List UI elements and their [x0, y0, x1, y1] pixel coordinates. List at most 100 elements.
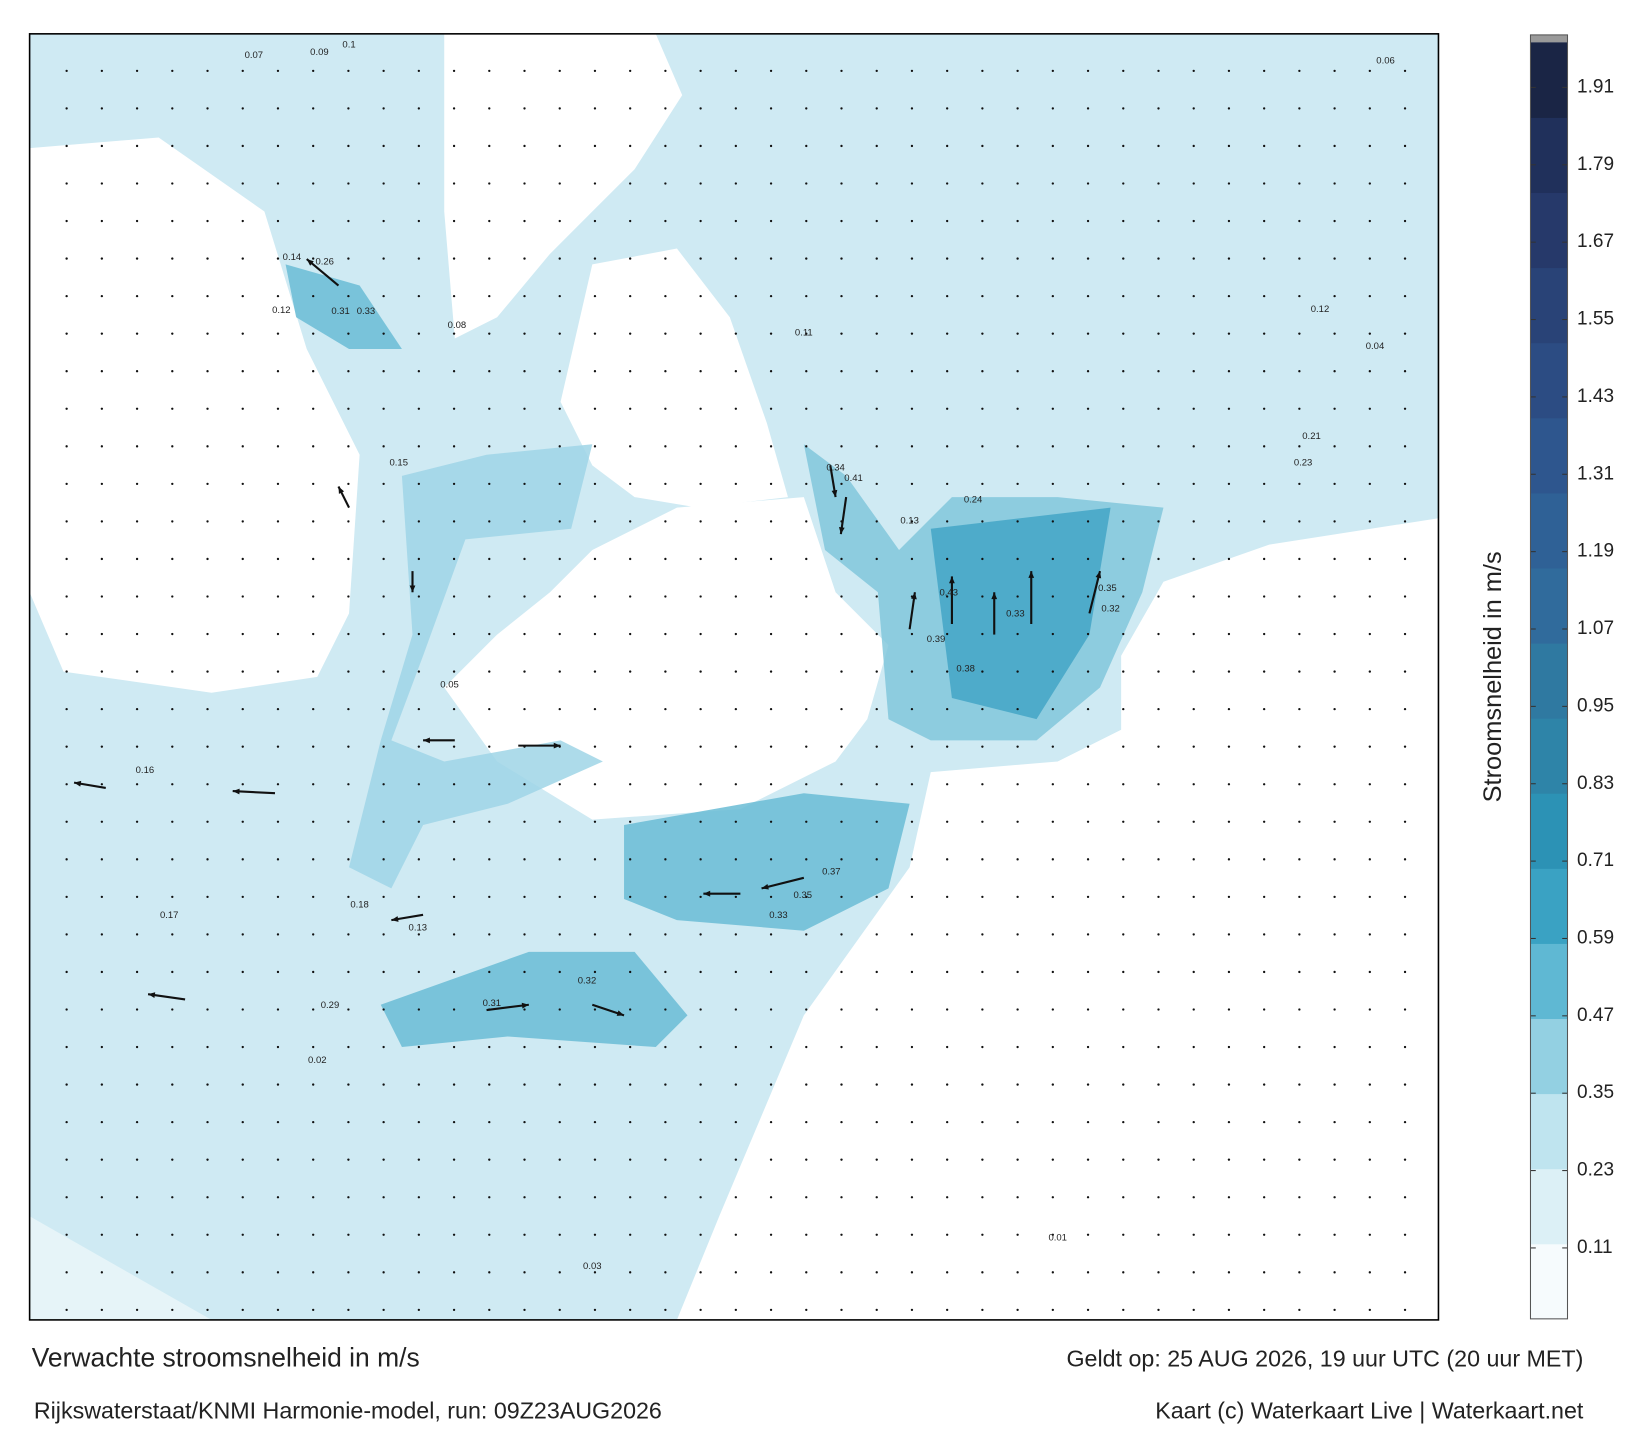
grid-dot	[593, 933, 597, 936]
grid-dot	[558, 1233, 561, 1236]
grid-dot	[171, 1233, 174, 1236]
grid-dot	[1016, 445, 1019, 448]
grid-dot	[1051, 445, 1054, 448]
grid-dot	[206, 632, 209, 636]
grid-dot	[734, 933, 738, 936]
grid-dot	[1157, 595, 1160, 598]
grid-dot	[452, 257, 456, 260]
grid-dot	[1403, 482, 1407, 486]
grid-dot	[65, 69, 68, 73]
grid-dot	[276, 370, 280, 373]
grid-dot	[417, 707, 421, 711]
grid-dot	[981, 670, 984, 673]
grid-dot	[875, 370, 878, 373]
grid-dot	[629, 1045, 632, 1049]
grid-dot	[135, 632, 139, 636]
grid-dot	[382, 1045, 385, 1049]
grid-dot	[452, 407, 456, 410]
grid-dot	[382, 69, 385, 73]
grid-dot	[981, 1308, 984, 1312]
grid-dot	[664, 595, 667, 598]
grid-dot	[946, 632, 949, 636]
speed-label: 0.14	[283, 252, 302, 263]
grid-dot	[664, 332, 667, 335]
grid-dot	[417, 632, 421, 636]
grid-dot	[1051, 707, 1054, 711]
grid-dot	[840, 632, 843, 636]
grid-dot	[1333, 1008, 1336, 1011]
grid-dot	[805, 970, 808, 974]
grid-dot	[593, 745, 597, 748]
grid-dot	[100, 1233, 104, 1236]
grid-dot	[593, 970, 597, 974]
grid-dot	[664, 370, 667, 373]
grid-dot	[840, 370, 843, 373]
grid-dot	[1333, 1045, 1336, 1049]
grid-dot	[347, 144, 350, 148]
grid-dot	[347, 707, 350, 711]
grid-dot	[593, 520, 597, 523]
grid-dot	[1403, 1045, 1407, 1049]
grid-dot	[1051, 520, 1054, 523]
grid-dot	[206, 182, 209, 185]
grid-dot	[664, 520, 667, 523]
grid-dot	[1368, 1233, 1371, 1236]
grid-dot	[488, 632, 491, 636]
grid-dot	[523, 1008, 526, 1011]
grid-dot	[805, 1120, 808, 1124]
grid-dot	[734, 520, 738, 523]
grid-dot	[1227, 670, 1231, 673]
arrow-head	[1028, 571, 1035, 578]
grid-dot	[1192, 1008, 1195, 1011]
grid-dot	[1122, 745, 1125, 748]
colorbar-band	[1530, 417, 1568, 494]
grid-dot	[100, 1008, 104, 1011]
grid-dot	[981, 1158, 984, 1161]
grid-dot	[1262, 632, 1266, 636]
grid-dot	[488, 1045, 491, 1049]
grid-dot	[629, 482, 632, 486]
grid-dot	[417, 1196, 421, 1199]
speed-label: 0.31	[331, 306, 350, 317]
grid-dot	[664, 632, 667, 636]
grid-dot	[1368, 783, 1371, 786]
grid-dot	[206, 970, 209, 974]
grid-dot	[1157, 332, 1160, 335]
grid-dot	[523, 1271, 526, 1274]
grid-dot	[100, 707, 104, 711]
grid-dot	[1157, 1045, 1160, 1049]
grid-dot	[65, 670, 68, 673]
grid-dot	[875, 332, 878, 335]
grid-dot	[1051, 1008, 1054, 1011]
grid-dot	[910, 407, 914, 410]
grid-dot	[276, 407, 280, 410]
grid-dot	[769, 970, 773, 974]
grid-dot	[1333, 858, 1336, 861]
speed-label: 0.13	[409, 923, 428, 934]
grid-dot	[1227, 595, 1231, 598]
grid-dot	[1051, 144, 1054, 148]
grid-dot	[1157, 257, 1160, 260]
grid-dot	[488, 1233, 491, 1236]
grid-dot	[1227, 783, 1231, 786]
grid-dot	[1298, 182, 1301, 185]
grid-dot	[276, 970, 280, 974]
grid-dot	[523, 1083, 526, 1086]
grid-dot	[1262, 970, 1266, 974]
grid-dot	[488, 707, 491, 711]
grid-dot	[488, 107, 491, 110]
grid-dot	[206, 144, 209, 148]
grid-dot	[875, 1196, 878, 1199]
grid-dot	[276, 933, 280, 936]
grid-dot	[875, 257, 878, 260]
arrow-head	[911, 592, 917, 600]
credit: Kaart (c) Waterkaart Live | Waterkaart.n…	[1155, 1397, 1584, 1423]
grid-dot	[65, 294, 68, 298]
colorbar-tick-label: 1.79	[1577, 154, 1614, 175]
grid-dot	[347, 970, 350, 974]
grid-dot	[910, 1308, 914, 1312]
grid-dot	[699, 595, 702, 598]
grid-dot	[910, 745, 914, 748]
grid-dot	[664, 783, 667, 786]
grid-dot	[734, 745, 738, 748]
